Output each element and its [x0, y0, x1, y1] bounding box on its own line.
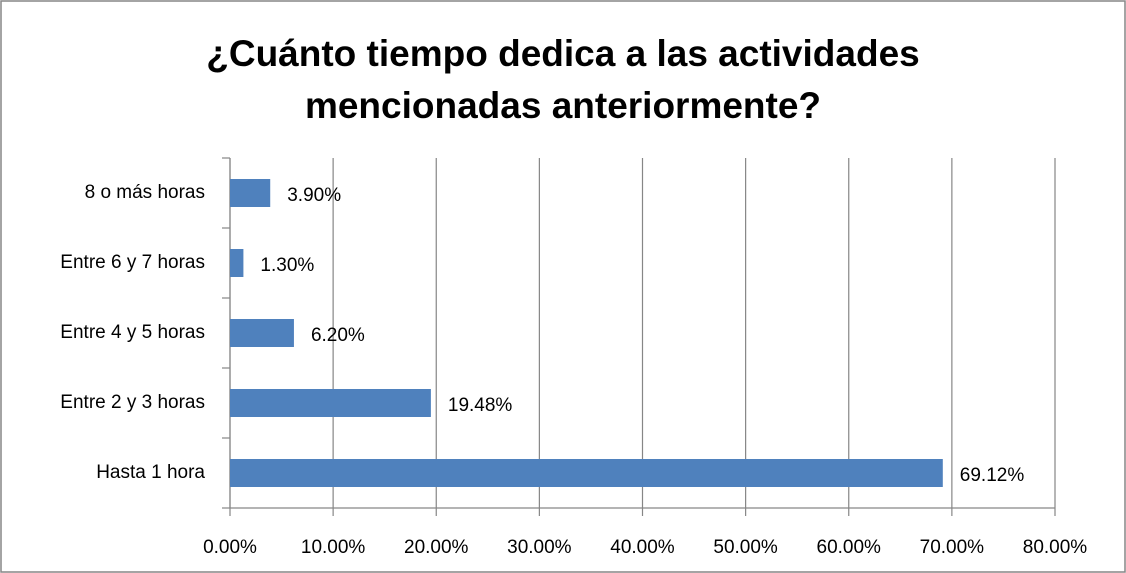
bar — [230, 459, 943, 487]
x-tick-label: 60.00% — [817, 537, 882, 558]
bar — [230, 179, 271, 207]
y-tick-label: Entre 4 y 5 horas — [60, 322, 205, 343]
x-tick-label: 10.00% — [301, 537, 366, 558]
x-tick-label: 70.00% — [920, 537, 985, 558]
y-tick-label: Entre 6 y 7 horas — [60, 252, 205, 273]
value-label: 69.12% — [960, 465, 1025, 486]
x-tick-label: 40.00% — [610, 537, 675, 558]
value-label: 19.48% — [448, 395, 513, 416]
value-label: 6.20% — [311, 325, 365, 346]
x-tick-label: 20.00% — [404, 537, 469, 558]
y-tick-label: Entre 2 y 3 horas — [60, 392, 205, 413]
bar — [230, 319, 294, 347]
value-label: 1.30% — [260, 255, 314, 276]
bar — [230, 389, 431, 417]
x-tick-label: 80.00% — [1023, 537, 1088, 558]
chart-title: ¿Cuánto tiempo dedica a las actividades … — [206, 33, 920, 126]
y-tick-label: Hasta 1 hora — [96, 462, 205, 483]
x-tick-label: 0.00% — [203, 537, 257, 558]
y-tick-label: 8 o más horas — [85, 182, 205, 203]
x-tick-label: 30.00% — [507, 537, 572, 558]
bar — [230, 249, 244, 277]
value-label: 3.90% — [287, 185, 341, 206]
x-tick-label: 50.00% — [713, 537, 778, 558]
